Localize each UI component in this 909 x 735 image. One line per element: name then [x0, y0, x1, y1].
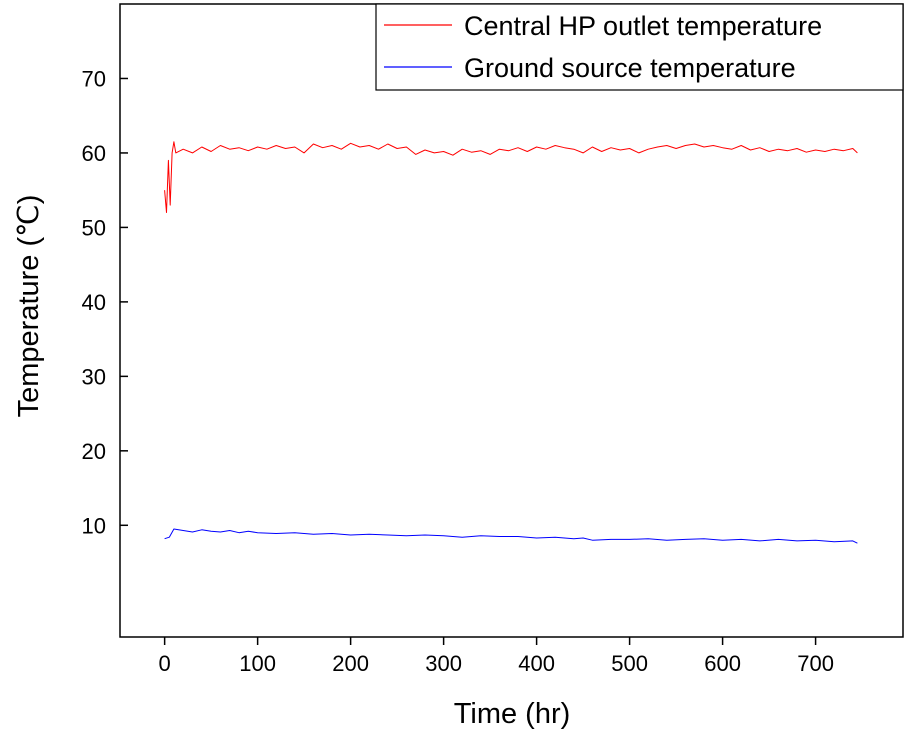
x-tick-label: 300: [425, 651, 462, 676]
x-tick-label: 100: [239, 651, 276, 676]
series-line-central-hp: [164, 141, 858, 213]
y-tick-label: 10: [82, 513, 106, 538]
x-tick-label: 600: [704, 651, 741, 676]
x-tick-label: 500: [611, 651, 648, 676]
series-line-ground-source: [164, 528, 858, 544]
x-tick-label: 0: [159, 651, 171, 676]
x-axis-ticks: 0 100 200 300 400 500 600 700: [159, 637, 834, 676]
x-tick-label: 700: [797, 651, 834, 676]
y-axis-ticks: 10 20 30 40 50 60 70: [82, 66, 128, 538]
y-tick-label: 20: [82, 439, 106, 464]
x-axis-title: Time (hr): [454, 698, 571, 730]
y-tick-label: 50: [82, 215, 106, 240]
y-axis-title: Temperature (℃): [13, 195, 45, 418]
x-tick-label: 400: [518, 651, 555, 676]
y-tick-label: 30: [82, 364, 106, 389]
legend-box: [375, 3, 904, 91]
plot-frame: [119, 3, 904, 638]
series-layer: [164, 141, 858, 544]
y-tick-label: 60: [82, 141, 106, 166]
y-tick-label: 70: [82, 66, 106, 91]
y-tick-label: 40: [82, 290, 106, 315]
legend-label-central-hp: Central HP outlet temperature: [464, 11, 822, 41]
legend-label-ground-source: Ground source temperature: [464, 53, 796, 83]
x-tick-label: 200: [332, 651, 369, 676]
legend: Central HP outlet temperature Ground sou…: [375, 3, 904, 91]
